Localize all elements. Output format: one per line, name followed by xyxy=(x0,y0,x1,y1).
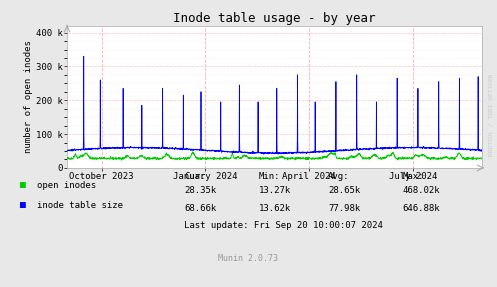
Text: 28.65k: 28.65k xyxy=(328,186,360,195)
Text: Last update: Fri Sep 20 10:00:07 2024: Last update: Fri Sep 20 10:00:07 2024 xyxy=(184,221,383,230)
Text: 468.02k: 468.02k xyxy=(403,186,440,195)
Text: Avg:: Avg: xyxy=(328,172,349,181)
Text: Min:: Min: xyxy=(258,172,280,181)
Text: open inodes: open inodes xyxy=(37,181,96,190)
Text: 646.88k: 646.88k xyxy=(403,203,440,213)
Text: Max:: Max: xyxy=(403,172,424,181)
Text: 13.62k: 13.62k xyxy=(258,203,291,213)
Text: ■: ■ xyxy=(20,200,26,210)
Text: 68.66k: 68.66k xyxy=(184,203,216,213)
Text: Cur:: Cur: xyxy=(184,172,205,181)
Text: inode table size: inode table size xyxy=(37,201,123,210)
Text: 13.27k: 13.27k xyxy=(258,186,291,195)
Text: RRDTOOL / TOBI OETIKER: RRDTOOL / TOBI OETIKER xyxy=(489,73,494,156)
Text: 77.98k: 77.98k xyxy=(328,203,360,213)
Text: 28.35k: 28.35k xyxy=(184,186,216,195)
Text: ■: ■ xyxy=(20,180,26,190)
Text: Munin 2.0.73: Munin 2.0.73 xyxy=(219,254,278,263)
Y-axis label: number of open inodes: number of open inodes xyxy=(24,40,33,153)
Title: Inode table usage - by year: Inode table usage - by year xyxy=(173,12,376,25)
